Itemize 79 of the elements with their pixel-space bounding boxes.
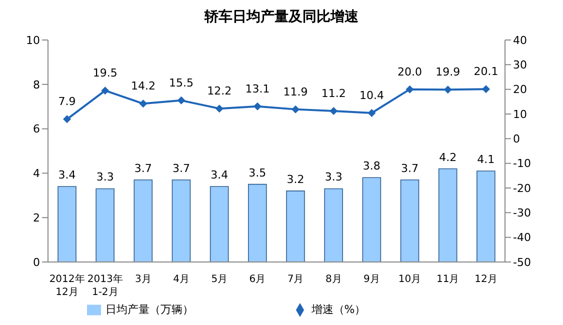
x-tick-label: 8月 — [325, 274, 342, 285]
data-label: 19.9 — [436, 66, 460, 79]
y-tick-label: 2 — [33, 212, 40, 225]
data-label: 3.8 — [362, 160, 380, 173]
y-tick-label: 4 — [33, 167, 40, 180]
x-tick-label: 9月 — [364, 274, 380, 285]
data-label: 3.5 — [248, 166, 266, 180]
data-label: 11.9 — [283, 85, 308, 98]
bar — [362, 177, 382, 262]
data-label: 10.4 — [359, 89, 384, 102]
y2-tick-label: 40 — [513, 34, 527, 47]
bar — [400, 179, 420, 262]
x-tick-label: 11月 — [436, 274, 460, 285]
point — [444, 86, 452, 94]
data-label: 3.4 — [210, 168, 228, 182]
bar — [476, 170, 496, 262]
data-label: 12.2 — [207, 84, 232, 98]
x-tick-label: 2012年 12月 — [49, 273, 85, 298]
point — [177, 96, 186, 104]
y2-tick-label: -30 — [513, 206, 531, 220]
bar — [58, 186, 76, 262]
data-label: 3.7 — [172, 162, 190, 175]
point — [215, 104, 224, 113]
y-tick-label: 0 — [33, 256, 40, 269]
data-label: 3.2 — [286, 172, 304, 186]
point — [139, 100, 148, 108]
y2-tick-label: 0 — [513, 132, 520, 146]
data-label: 3.7 — [134, 162, 152, 175]
bar — [172, 179, 191, 262]
y2-tick-label: -50 — [513, 256, 531, 269]
data-label: 19.5 — [92, 66, 118, 80]
data-label: 14.2 — [130, 80, 156, 93]
data-label: 4.1 — [477, 152, 495, 166]
y2-tick-label: 20 — [513, 83, 527, 96]
data-label: 3.4 — [58, 168, 76, 182]
data-label: 3.3 — [96, 170, 114, 184]
x-tick-label: 6月 — [249, 274, 266, 285]
x-tick-label: 12月 — [474, 274, 498, 285]
legend-label: 日均产量（万辆） — [105, 303, 194, 316]
data-label: 20.0 — [398, 65, 422, 78]
bar — [96, 188, 114, 262]
point — [63, 115, 72, 124]
bar — [438, 168, 458, 262]
bar — [210, 186, 229, 262]
x-tick-label: 3月 — [135, 274, 152, 285]
y-tick-label: 10 — [26, 34, 40, 47]
x-tick-label: 5月 — [211, 274, 228, 285]
y2-tick-label: 30 — [513, 58, 527, 72]
y2-tick-label: -40 — [513, 231, 531, 244]
y-tick-label: 6 — [33, 122, 40, 136]
data-label: 4.2 — [439, 150, 457, 164]
x-tick-label: 7月 — [287, 274, 304, 285]
y2-tick-label: -10 — [513, 157, 531, 170]
point — [330, 107, 338, 116]
point — [406, 85, 414, 94]
bar — [286, 190, 305, 262]
data-label: 7.9 — [58, 95, 76, 108]
x-tick-label: 10月 — [398, 274, 422, 285]
bar — [324, 188, 343, 262]
bar — [248, 184, 267, 262]
data-label: 13.1 — [245, 82, 270, 96]
point — [292, 105, 300, 114]
y-tick-label: 8 — [33, 78, 40, 92]
x-tick-label: 4月 — [173, 274, 190, 285]
y2-tick-label: 10 — [513, 108, 527, 121]
point — [253, 102, 262, 110]
data-label: 20.1 — [474, 65, 498, 78]
legend-label: 增速（%） — [311, 303, 366, 316]
y2-tick-label: -20 — [513, 182, 531, 195]
point — [368, 109, 376, 118]
data-label: 3.7 — [401, 162, 418, 175]
bar — [134, 179, 153, 262]
data-label: 11.2 — [321, 87, 346, 100]
chart-title: 轿车日均产量及同比增速 — [203, 8, 360, 27]
point — [482, 85, 490, 94]
point — [101, 86, 110, 95]
x-tick-label: 2013年 1-2月 — [87, 273, 123, 298]
data-label: 3.3 — [324, 170, 342, 184]
data-label: 15.5 — [169, 76, 194, 90]
